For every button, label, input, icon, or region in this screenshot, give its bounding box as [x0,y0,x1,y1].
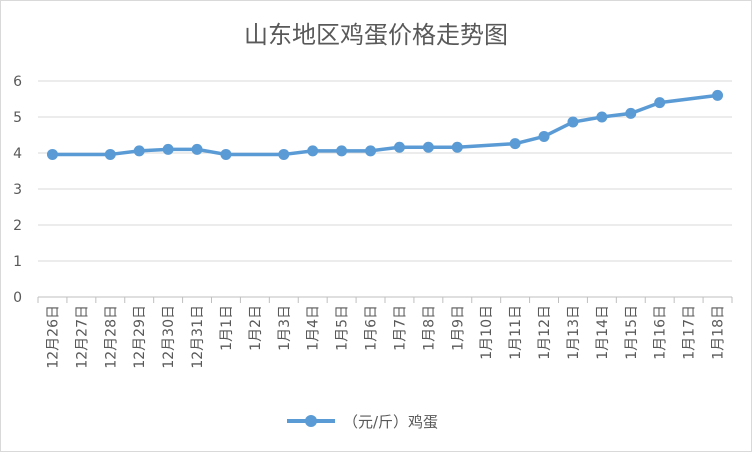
x-tick-label: 1月18日 [711,305,727,360]
x-tick-label: 1月7日 [392,305,408,351]
data-point [162,143,174,155]
y-tick-label: 2 [13,218,22,234]
y-tick-label: 0 [13,290,22,306]
legend-label: （元/斤）鸡蛋 [343,413,438,431]
data-point [336,145,348,157]
data-point [422,141,434,153]
x-tick-label: 12月29日 [132,305,148,369]
x-tick-label: 12月28日 [103,305,119,369]
x-tick-label: 1月9日 [450,305,466,351]
y-tick-label: 4 [13,146,22,162]
axes: 0 1 2 3 4 5 6 12月26日 12月27日 12月28日 12月29日 12月30日 12月… [13,74,733,369]
data-point [538,130,550,142]
y-tick-label: 1 [13,254,22,270]
data-point [220,148,232,160]
x-tick-label: 1月1日 [219,305,235,351]
x-tick-label: 1月13日 [566,305,582,360]
data-point [307,145,319,157]
x-tick-label: 12月26日 [45,305,61,369]
x-tick-label: 12月27日 [74,305,90,369]
data-point [567,116,579,128]
x-tick-label: 1月11日 [508,305,524,360]
x-tick-label: 1月16日 [653,305,669,360]
x-tick-label: 1月10日 [479,305,495,360]
data-point [46,148,58,160]
data-point [133,145,145,157]
x-tick-label: 1月5日 [335,305,351,351]
x-tick-label: 1月8日 [421,305,437,351]
gridlines [38,80,732,298]
series-line [46,89,724,160]
data-point [712,89,724,101]
data-point [451,141,463,153]
data-point [191,143,203,155]
x-tick-label: 1月6日 [364,305,380,351]
x-tick-label: 1月14日 [595,305,611,360]
data-point [509,138,521,150]
chart-title: 山东地区鸡蛋价格走势图 [244,21,508,49]
x-tick-label: 1月3日 [277,305,293,351]
series-path [50,93,720,157]
x-tick-label: 1月2日 [248,305,264,351]
y-tick-label: 6 [13,74,22,90]
data-point [278,148,290,160]
data-point [393,141,405,153]
data-point [596,111,608,123]
x-tick-label: 1月15日 [624,305,640,360]
data-point [365,145,377,157]
data-point [104,148,116,160]
x-tick-label: 1月12日 [537,305,553,360]
x-tick-label: 12月31日 [190,305,206,369]
y-tick-label: 3 [13,182,22,198]
data-point [625,107,637,119]
legend-point-marker [305,415,317,427]
x-tick-label: 1月17日 [682,305,698,360]
x-tick-label: 12月30日 [161,305,177,369]
y-tick-label: 5 [13,110,22,126]
x-tick-label: 1月4日 [306,305,322,351]
data-point [654,97,666,109]
legend: （元/斤）鸡蛋 [287,413,438,431]
